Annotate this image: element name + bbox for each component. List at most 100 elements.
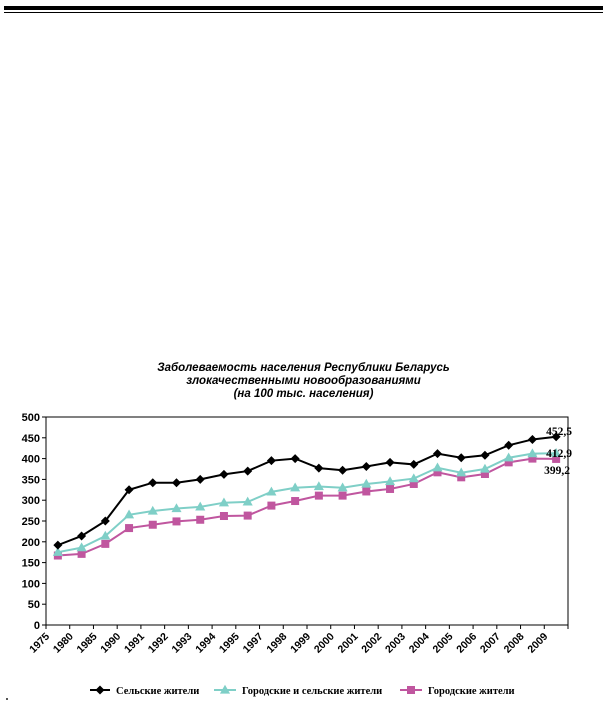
series-1-point xyxy=(409,459,419,469)
x-tick-label: 2001 xyxy=(336,631,361,656)
legend-label: Городские жители xyxy=(428,686,515,697)
series-2-line xyxy=(57,452,557,554)
series-1-point xyxy=(219,469,229,479)
x-tick-label: 1997 xyxy=(241,631,266,656)
series-2-point xyxy=(408,473,419,483)
series-1-point xyxy=(551,432,561,442)
series-3-point xyxy=(77,549,86,558)
series-2-point xyxy=(52,546,63,556)
x-tick-label: 2004 xyxy=(407,631,432,656)
series-1-point xyxy=(480,450,490,460)
x-tick-label: 1975 xyxy=(27,631,52,656)
series-2-point xyxy=(147,505,158,515)
series-1-line xyxy=(57,435,557,547)
y-tick-label: 350 xyxy=(22,474,40,486)
series-2-point xyxy=(195,501,206,511)
series-2-point xyxy=(100,530,111,540)
x-tick-label: 2005 xyxy=(430,631,455,656)
x-tick-label: 2003 xyxy=(383,631,408,656)
series-2-point xyxy=(527,448,538,458)
series-3-point xyxy=(219,512,228,521)
legend-label: Сельские жители xyxy=(116,686,199,697)
series-2-point xyxy=(432,462,443,472)
x-tick-label: 1985 xyxy=(75,631,100,656)
end-value-label: 452,5 xyxy=(546,426,572,438)
x-tick-label: 2009 xyxy=(525,631,550,656)
series-1-point xyxy=(314,463,324,473)
series-1-point xyxy=(385,457,395,467)
legend-marker xyxy=(95,685,105,695)
y-tick-label: 300 xyxy=(22,495,40,507)
x-tick-label: 1994 xyxy=(193,631,218,656)
series-2-point xyxy=(290,482,301,492)
series-2-point xyxy=(361,478,372,488)
series-1-point xyxy=(456,453,466,463)
x-tick-label: 2000 xyxy=(312,631,337,656)
legend-marker xyxy=(219,684,231,694)
series-3-point xyxy=(314,491,323,500)
series-2-point xyxy=(479,463,491,473)
series-1-point xyxy=(100,516,110,526)
y-tick-label: 500 xyxy=(22,412,40,424)
x-tick-label: 1992 xyxy=(146,631,171,656)
x-tick-label: 1980 xyxy=(51,631,76,656)
series-3-point xyxy=(172,517,181,526)
series-1-point xyxy=(53,540,63,550)
x-tick-label: 1998 xyxy=(264,631,289,656)
x-tick-label: 1995 xyxy=(217,631,242,656)
series-2-point xyxy=(218,497,230,507)
series-3-point xyxy=(125,524,134,533)
series-1-point xyxy=(432,449,443,459)
y-tick-label: 400 xyxy=(22,454,40,466)
x-tick-label: 2008 xyxy=(502,631,527,656)
series-3-point xyxy=(196,515,205,524)
series-3-point xyxy=(338,491,347,500)
series-2-point xyxy=(266,486,277,496)
series-3-line xyxy=(57,457,557,557)
chart-title-line-1: Заболеваемость населения Республики Бела… xyxy=(157,362,450,374)
series-3-point xyxy=(362,487,371,496)
series-1-point xyxy=(195,474,205,484)
series-1-point xyxy=(148,478,158,488)
y-tick-label: 150 xyxy=(22,558,40,570)
series-2-point xyxy=(123,509,135,519)
header-rule-thick xyxy=(4,6,603,10)
x-tick-label: 2002 xyxy=(359,631,384,656)
chart-title-line-2: злокачественными новообразованиями xyxy=(186,375,421,387)
series-2-point xyxy=(171,503,182,513)
series-1-point xyxy=(361,461,371,472)
series-3-point xyxy=(291,497,300,506)
y-tick-label: 450 xyxy=(22,433,40,445)
series-1-point xyxy=(171,478,182,488)
page-mark xyxy=(6,698,8,700)
x-tick-label: 1999 xyxy=(288,631,313,656)
y-tick-label: 50 xyxy=(28,599,40,611)
plot-area xyxy=(45,416,569,626)
chart-title-line-3: (на 100 тыс. населения) xyxy=(233,388,374,400)
series-3-point xyxy=(267,501,276,510)
x-tick-label: 2006 xyxy=(454,631,479,656)
series-3-point xyxy=(101,539,110,548)
series-1-point xyxy=(266,456,276,466)
series-1-point xyxy=(338,465,348,475)
x-tick-label: 1990 xyxy=(98,631,123,656)
series-3-point xyxy=(243,511,252,520)
series-1-point xyxy=(124,485,134,495)
series-3-point xyxy=(148,520,157,529)
y-tick-label: 100 xyxy=(22,578,40,590)
legend-label: Городские и сельские жители xyxy=(242,686,382,697)
x-tick-label: 1991 xyxy=(122,631,147,656)
series-1-point xyxy=(243,466,253,476)
series-1-point xyxy=(77,531,87,541)
series-3-point xyxy=(386,484,395,493)
series-2-point xyxy=(337,482,348,492)
series-1-point xyxy=(504,440,514,450)
x-tick-label: 1993 xyxy=(169,631,194,656)
y-tick-label: 200 xyxy=(22,537,40,549)
series-2-point xyxy=(551,448,562,457)
series-2-point xyxy=(456,467,467,477)
series-2-point xyxy=(76,542,87,552)
series-2-point xyxy=(503,452,514,462)
series-2-point xyxy=(242,496,253,506)
